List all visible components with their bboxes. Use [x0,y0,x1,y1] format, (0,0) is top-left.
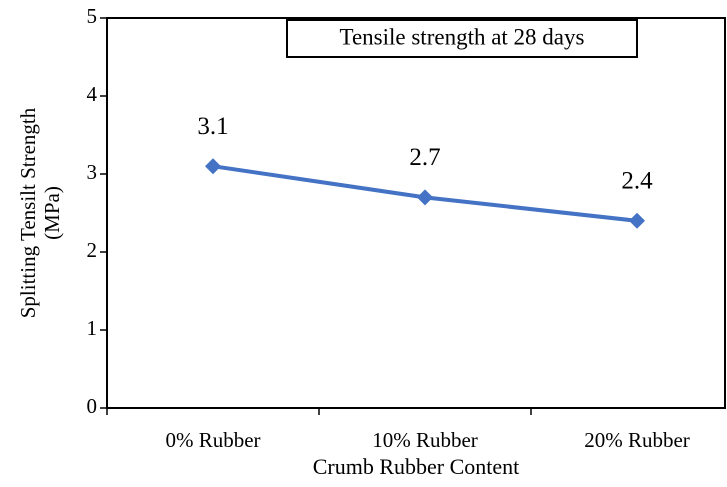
y-tick-label: 1 [87,316,98,340]
y-tick-label: 3 [87,160,98,184]
x-axis-label: Crumb Rubber Content [313,454,520,479]
data-label: 3.1 [197,113,228,140]
data-point [417,189,433,206]
y-tick-label: 5 [87,4,98,28]
y-tick-label: 4 [87,82,98,106]
x-tick-label: 20% Rubber [584,428,690,452]
data-label: 2.4 [621,168,653,195]
plot-frame [106,17,726,409]
y-axis-label-line: Splitting Tensilt Strength [16,107,40,318]
y-tick-label: 0 [87,394,98,418]
y-tick-label: 2 [87,238,98,262]
data-point [205,158,221,175]
chart-title: Tensile strength at 28 days [340,24,585,49]
x-tick-label: 10% Rubber [372,428,478,452]
title-box [286,19,638,58]
data-point [629,212,645,229]
y-axis-label: Splitting Tensilt Strength (MPa) [16,107,64,318]
y-axis-label-line: (MPa) [40,186,64,240]
x-tick-label: 0% Rubber [165,428,260,452]
data-label: 2.7 [409,144,440,171]
